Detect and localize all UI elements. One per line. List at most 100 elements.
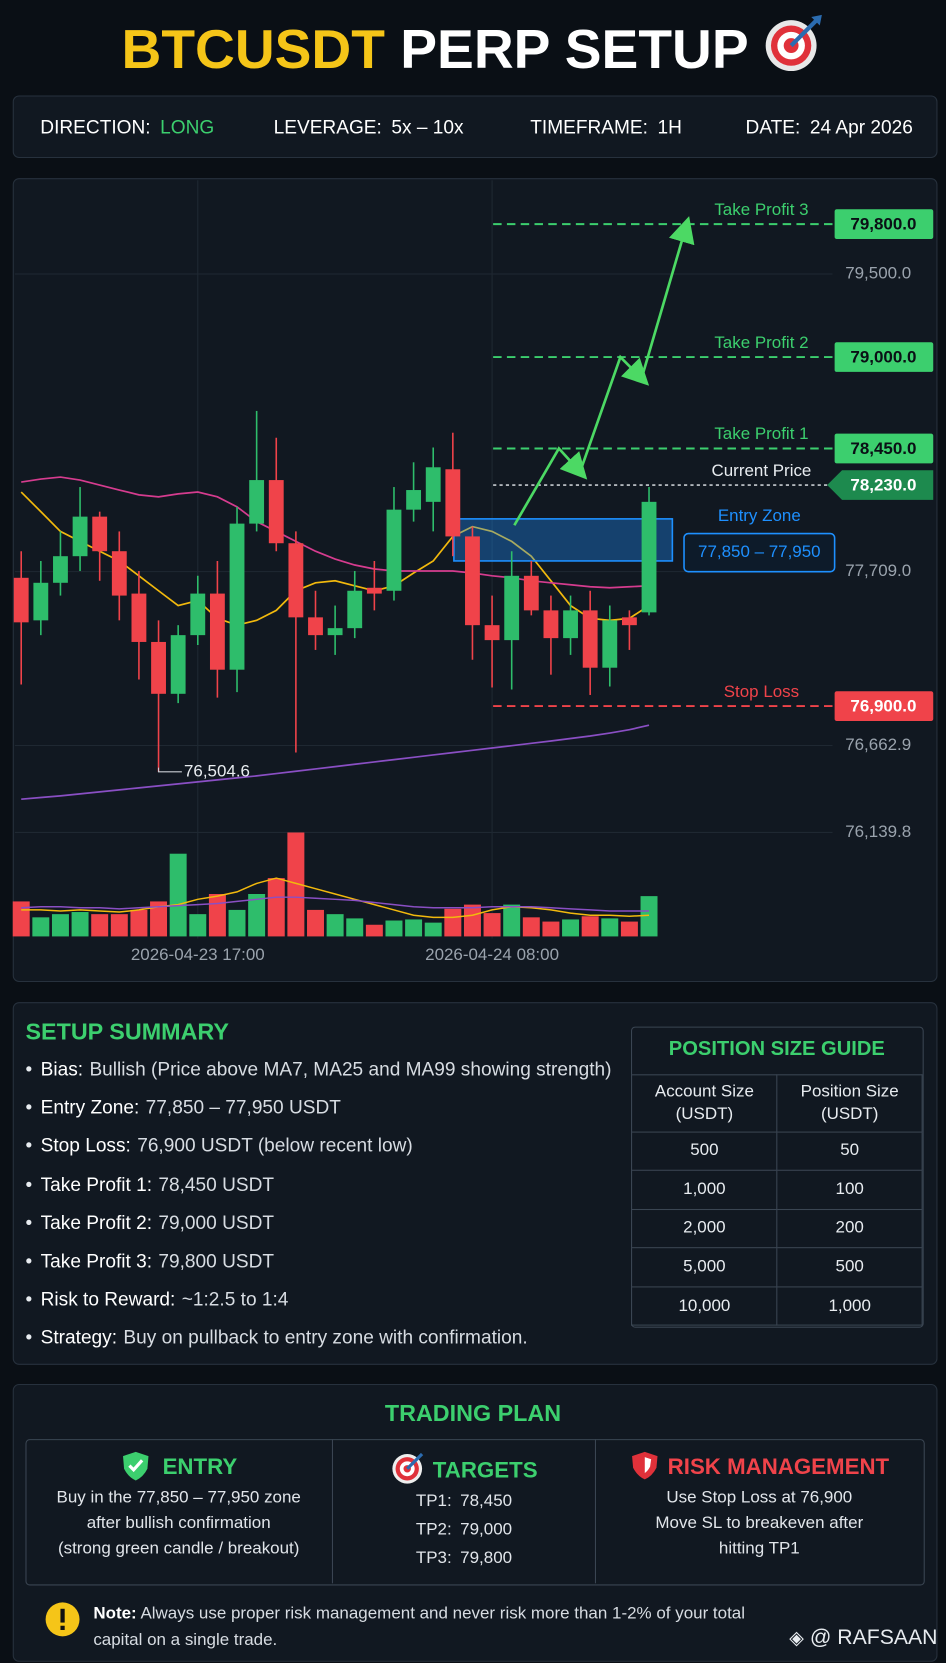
entry-line: Buy in the 77,850 – 77,950 zone	[56, 1488, 301, 1507]
table-cell: 100	[776, 1169, 923, 1210]
info-label: DATE:	[745, 116, 801, 138]
level-tag	[834, 691, 934, 721]
summary-item: Entry Zone:77,850 – 77,950 USDT	[25, 1096, 341, 1119]
volume-bar	[208, 894, 226, 937]
entry-line: after bullish confirmation	[86, 1514, 271, 1533]
volume-bar	[542, 921, 560, 937]
summary-text: Buy on pullback to entry zone with confi…	[123, 1327, 528, 1349]
volume-bar	[424, 922, 442, 937]
table-cell: 10,000	[630, 1286, 778, 1327]
targets-heading: TARGETS	[333, 1439, 595, 1487]
summary-item: Strategy:Buy on pullback to entry zone w…	[25, 1327, 528, 1349]
summary-text: 76,900 USDT (below recent low)	[137, 1135, 413, 1157]
candle-body	[190, 593, 206, 636]
candle-body	[13, 577, 29, 623]
candle-body	[621, 617, 637, 626]
risk-line: Use Stop Loss at 76,900	[666, 1488, 853, 1507]
shield-icon	[631, 1451, 658, 1480]
candle-body	[33, 582, 49, 621]
volume-bar	[110, 914, 128, 937]
summary-text: 77,850 – 77,950 USDT	[145, 1096, 341, 1118]
level-tag	[827, 470, 934, 500]
entry-zone	[453, 518, 674, 562]
target-item: TP1: 78,450	[333, 1487, 595, 1516]
plan-panel	[12, 1383, 938, 1662]
volume-bar	[620, 921, 638, 937]
plan-box	[25, 1439, 925, 1586]
position-guide-table: POSITION SIZE GUIDE Account Size (USDT) Po…	[630, 1027, 923, 1327]
targets-column: TARGETS TP1: 78,450 TP2: 79,000 TP3: 79,800	[333, 1439, 595, 1583]
summary-text: Bullish (Price above MA7, MA25 and MA99 …	[89, 1058, 612, 1080]
level-name: Stop Loss	[724, 682, 799, 701]
volume-bar	[405, 919, 423, 937]
candle-body	[268, 480, 284, 544]
candle-body	[308, 617, 323, 636]
x-tick-label: 2026-04-24 08:00	[425, 945, 559, 964]
level-name: Current Price	[712, 461, 812, 480]
summary-label: Risk to Reward:	[40, 1288, 176, 1310]
info-value: LONG	[160, 116, 215, 138]
table-header: Position Size (USDT)	[776, 1073, 923, 1133]
volume-bar	[562, 919, 580, 937]
table-header: Account Size (USDT)	[630, 1073, 778, 1133]
level-name: Take Profit 2	[714, 333, 808, 352]
table-cell: 500	[630, 1131, 778, 1171]
entry-zone-box	[683, 532, 836, 573]
entry-title: ENTRY	[162, 1455, 238, 1480]
title-highlight: BTCUSDT	[121, 19, 385, 81]
candle-body	[465, 536, 480, 626]
entry-line: (strong green candle / breakout)	[57, 1539, 300, 1558]
summary-label: Stop Loss:	[40, 1135, 131, 1157]
volume-bar	[91, 914, 109, 937]
volume-bar	[267, 878, 285, 937]
watermark-text: @ RAFSAAN	[809, 1625, 938, 1650]
level-tag	[834, 342, 934, 372]
risk-title: RISK MANAGEMENT	[667, 1455, 890, 1480]
summary-label: Take Profit 3:	[40, 1250, 153, 1272]
table-cell: 500	[776, 1247, 923, 1288]
y-tick-label: 79,500.0	[845, 263, 911, 282]
y-tick-label: 76,139.8	[845, 822, 911, 841]
summary-label: Bias:	[40, 1058, 84, 1080]
candle-body	[347, 590, 363, 629]
risk-line: Move SL to breakeven after	[655, 1514, 864, 1533]
table-cell: 50	[776, 1131, 923, 1171]
summary-title: SETUP SUMMARY	[25, 1018, 229, 1045]
entry-heading: ENTRY	[25, 1439, 331, 1484]
x-tick-label: 2026-04-23 17:00	[131, 945, 265, 964]
volume-ma	[21, 896, 650, 912]
candle-body	[229, 523, 245, 670]
target-icon	[392, 1452, 424, 1484]
note: Note: Always use proper risk management …	[93, 1600, 751, 1653]
level-value: 78,230.0	[850, 476, 916, 495]
entry-column: ENTRY Buy in the 77,850 – 77,950 zone af…	[25, 1439, 331, 1583]
candle-body	[170, 635, 186, 694]
table-row: 1,000 100	[630, 1169, 923, 1210]
summary-item: Bias:Bullish (Price above MA7, MA25 and …	[25, 1058, 612, 1080]
volume-bar	[581, 916, 599, 937]
info-item: DATE: 24 Apr 2026	[746, 117, 913, 139]
info-bar	[12, 95, 938, 159]
volume-bar	[365, 924, 383, 937]
target-label: TP3:	[415, 1549, 452, 1568]
info-item: DIRECTION: LONG	[40, 117, 214, 139]
level-tag	[834, 209, 934, 239]
y-tick-label: 77,709.0	[845, 561, 911, 580]
table-title: POSITION SIZE GUIDE	[668, 1038, 885, 1061]
target-item: TP3: 79,800	[333, 1544, 595, 1573]
volume-bar	[601, 918, 619, 937]
low-label: 76,504.6	[184, 761, 250, 780]
info-label: DIRECTION:	[40, 116, 151, 138]
summary-item: Take Profit 2:79,000 USDT	[25, 1212, 274, 1234]
candle-body	[445, 469, 461, 537]
volume-bar	[51, 914, 69, 937]
projection	[513, 446, 588, 526]
summary-label: Entry Zone:	[40, 1096, 140, 1118]
target-icon	[766, 14, 823, 72]
volume-bar	[130, 909, 148, 937]
volume-bar	[32, 917, 50, 937]
level-value: 78,450.0	[850, 439, 916, 458]
target-item: TP2: 79,000	[333, 1515, 595, 1544]
candle-body	[386, 509, 402, 591]
